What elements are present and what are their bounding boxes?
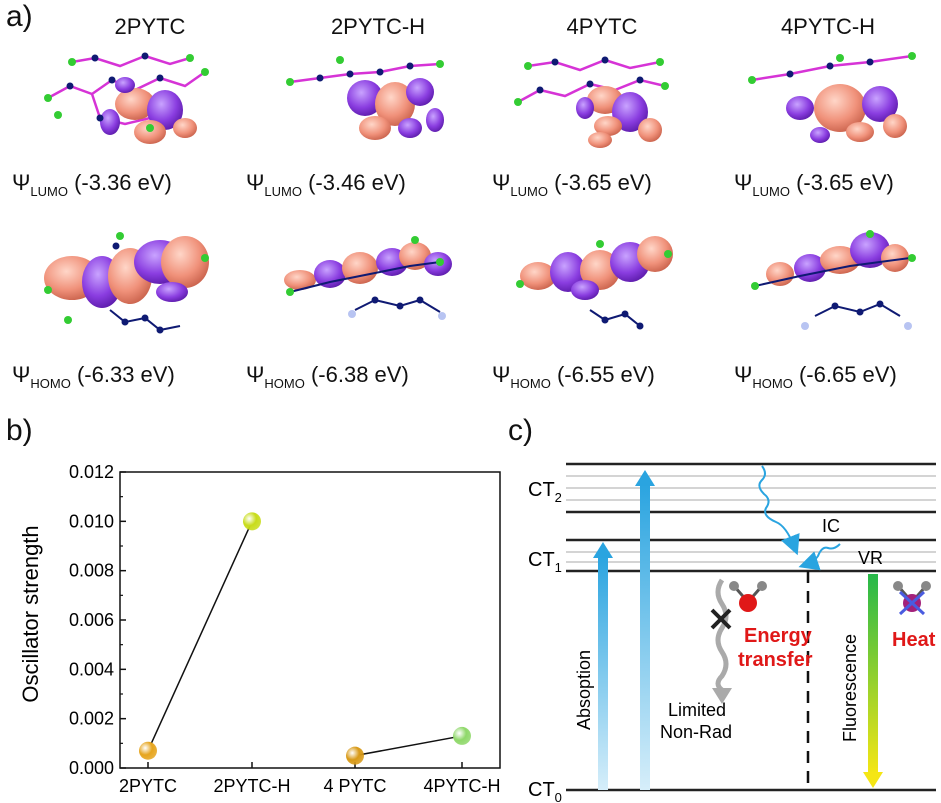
blocked-cross-icon [710,608,732,630]
ct0-label: CT0 [528,779,562,803]
homo-orbital-4pytc-h [751,230,916,330]
y-tick-label: 0.010 [69,511,114,531]
homo-energy-2pytc: ΨHOMO (-6.33 eV) [12,362,175,391]
homo-orbital-2pytc-h [284,236,452,320]
vr-label: VR [858,548,883,568]
energy-transfer-label-1: Energy [744,625,813,647]
heat-molecule-icon [893,581,931,616]
absorption-arrows [593,470,655,790]
connector-line [147,521,253,752]
y-tick-label: 0.000 [69,758,114,778]
y-axis-label: Oscillator strength [18,525,43,702]
ct1-levels [566,538,936,573]
panel-b-label: b) [6,414,33,447]
homo-energy-4pytc: ΨHOMO (-6.55 eV) [492,362,655,391]
lumo-orbital-2pytc-h [286,56,444,140]
molecule-name-2pytc-h: 2PYTC-H [330,14,426,39]
energy-transfer-label-2: transfer [738,649,813,671]
homo-energy-2pytc-h: ΨHOMO (-6.38 eV) [246,362,409,391]
x-tick-label: 2PYTC [119,776,177,796]
limited-label-1: Limited [668,700,726,720]
y-tick-label: 0.008 [69,561,114,581]
x-tick-label: 4 PYTC [323,776,386,796]
lumo-orbital-2pytc [44,52,209,144]
lumo-energy-4pytc-h: ΨLUMO (-3.65 eV) [734,170,894,199]
lumo-energy-2pytc: ΨLUMO (-3.36 eV) [12,170,172,199]
data-point-2pytc [139,741,157,760]
plot-frame [119,471,501,769]
x-tick-label: 2PYTC-H [213,776,290,796]
panel-c-label: c) [508,414,533,447]
ct1-label: CT1 [528,549,562,575]
energy-diagram: CT2 CT1 CT0 Absoption IC VR Energy trans… [528,462,936,803]
lumo-orbital-4pytc [514,56,669,148]
homo-energy-4pytc-h: ΨHOMO (-6.65 eV) [734,362,897,391]
lumo-energy-4pytc: ΨLUMO (-3.65 eV) [492,170,652,199]
orbital-illustrations [44,52,916,334]
molecule-name-4pytc: 4PYTC [566,14,638,39]
ic-label: IC [822,516,840,536]
ct2-label: CT2 [528,479,562,505]
data-point-4pytc-h [453,726,471,745]
water-molecule-icon [729,581,767,612]
homo-orbital-4pytc [516,236,673,330]
molecule-name-4pytc-h: 4PYTC-H [780,14,876,39]
fluorescence-arrow [863,574,883,788]
y-tick-label: 0.012 [69,462,114,482]
limited-label-2: Non-Rad [660,722,732,742]
y-tick-label: 0.006 [69,610,114,630]
y-tick-label: 0.002 [69,709,114,729]
y-tick-label: 0.004 [69,659,114,679]
data-point-2pytc-h [243,512,261,531]
lumo-energy-2pytc-h: ΨLUMO (-3.46 eV) [246,170,406,199]
vr-arrow [798,543,841,571]
oscillator-strength-chart: 0.000 0.002 0.004 0.006 0.008 0.010 0.012 2PYTC… [18,462,501,796]
panel-a-label: a) [6,0,33,33]
molecule-name-2pytc: 2PYTC [114,14,186,39]
x-tick-label: 4PYTC-H [423,776,500,796]
connector-line [354,735,463,757]
ic-arrow [758,465,800,556]
fluorescence-label: Fluorescence [840,634,860,742]
heat-label: Heat [892,629,936,651]
nonrad-wavy-arrow [715,578,729,692]
data-point-4-pytc [346,746,364,765]
homo-orbital-2pytc [44,232,209,334]
ct2-levels [566,462,936,514]
lumo-orbital-4pytc-h [748,52,916,143]
absorption-label: Absoption [574,650,594,730]
